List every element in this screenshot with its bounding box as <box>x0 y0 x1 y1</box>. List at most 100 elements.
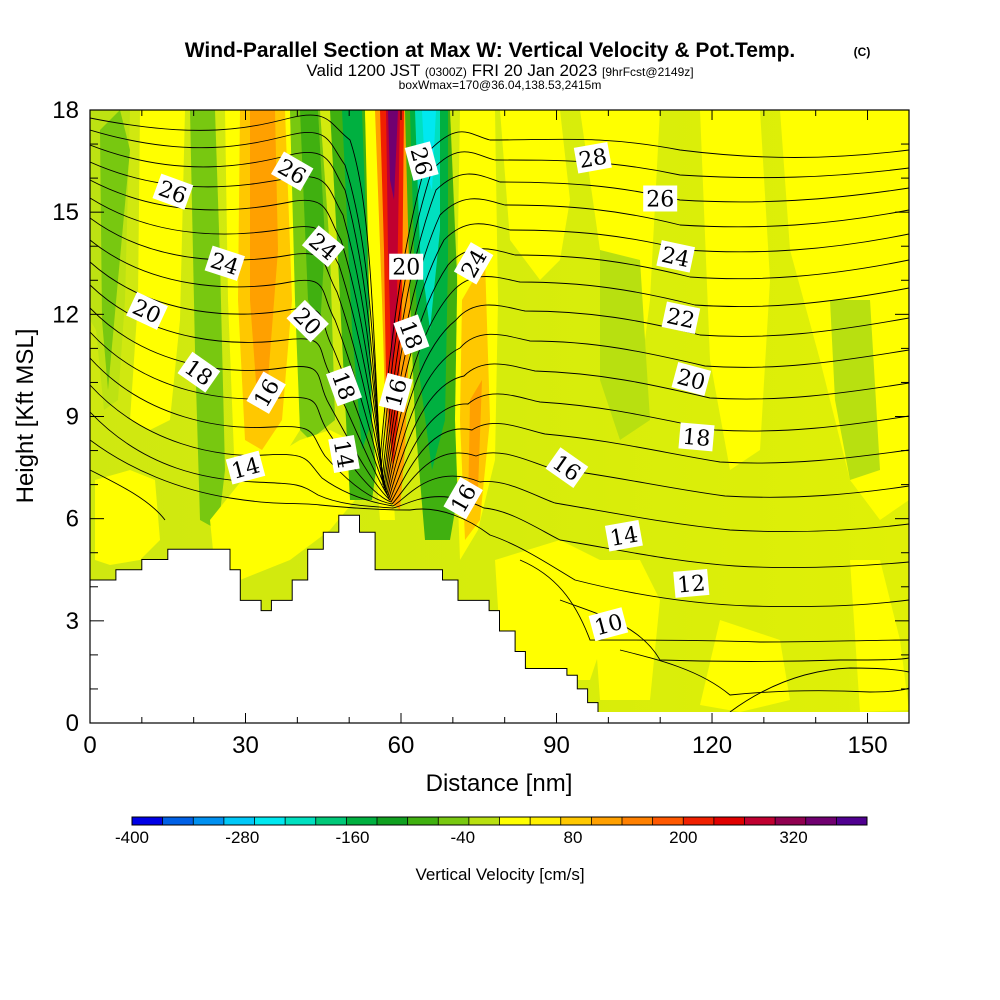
colorbar-swatch <box>438 817 470 825</box>
contour-label-box <box>453 242 494 285</box>
contour-label-box <box>661 301 701 334</box>
contour-label-box <box>286 299 329 343</box>
colorbar-swatch <box>285 817 317 825</box>
x-tick-label: 30 <box>232 732 259 759</box>
contour-label-box <box>325 365 363 407</box>
y-tick-label: 12 <box>52 301 79 328</box>
y-axis-label: Height [Kft MSL] <box>12 329 39 504</box>
contour-label: 18 <box>678 422 715 452</box>
velocity-band <box>250 110 278 410</box>
contour-label-box <box>443 476 483 520</box>
colorbar-swatch <box>132 817 164 825</box>
velocity-band <box>468 380 482 510</box>
contour-label: 28 <box>573 141 612 174</box>
colorbar-swatch <box>560 817 592 825</box>
contour-label-box <box>656 240 696 273</box>
contour-label: 16 <box>378 372 413 413</box>
contour-label-box <box>270 151 314 192</box>
contour-label-box <box>225 450 266 485</box>
y-axis: 0 3 6 9 12 15 18 <box>52 97 909 737</box>
velocity-band <box>210 430 355 580</box>
colorbar-swatch <box>591 817 623 825</box>
contour-label: 20 <box>671 362 712 396</box>
contour-label-box <box>126 291 168 330</box>
velocity-band <box>700 110 770 470</box>
contour-label: 18 <box>393 314 430 356</box>
contour-label: 12 <box>673 568 710 599</box>
copyright-mark: (C) <box>854 45 871 59</box>
y-tick-label: 18 <box>52 97 79 124</box>
colorbar-tick-label: -40 <box>451 828 476 847</box>
colorbar-tick-label: 200 <box>669 828 697 847</box>
colorbar-swatch <box>805 817 837 825</box>
velocity-band <box>600 250 650 440</box>
contour-label: 14 <box>328 435 360 473</box>
y-tick-label: 0 <box>66 710 79 737</box>
velocity-band <box>830 300 880 480</box>
chart-title: Wind-Parallel Section at Max W: Vertical… <box>185 39 796 62</box>
x-axis: 0 30 60 90 120 150 <box>83 110 888 759</box>
velocity-band <box>850 560 909 712</box>
x-axis-label: Distance [nm] <box>426 770 573 797</box>
valid-time: Valid 1200 JST (0300Z) FRI 20 Jan 2023 [… <box>306 61 693 80</box>
colorbar: -400 -280 -160 -40 80 200 320 <box>115 816 868 847</box>
contour-label: 10 <box>588 607 629 642</box>
contour-label-box <box>246 371 286 414</box>
valid-utc: (0300Z) <box>425 65 467 79</box>
colorbar-tick-label: -280 <box>225 828 259 847</box>
contour-label-box <box>545 447 589 488</box>
colorbar-swatch <box>836 817 868 825</box>
colorbar-swatch <box>683 817 715 825</box>
colorbar-swatch <box>223 817 256 825</box>
contour-label-box <box>673 568 710 598</box>
velocity-band <box>500 110 570 280</box>
contour-label-box <box>152 173 194 210</box>
terrain-base <box>90 712 909 723</box>
x-tick-label: 150 <box>848 732 888 759</box>
y-tick-label: 6 <box>66 506 79 533</box>
colorbar-swatch <box>713 817 746 825</box>
colorbar-swatch <box>315 817 347 825</box>
contour-label: 22 <box>661 301 701 334</box>
valid-date: FRI 20 Jan 2023 <box>472 61 598 80</box>
contour-label-box <box>643 185 678 212</box>
contour-label-box <box>328 435 360 473</box>
colorbar-swatch <box>530 817 562 825</box>
velocity-band <box>190 110 225 530</box>
contour-label-box <box>678 422 715 452</box>
contour-label-text: 18 <box>681 425 711 452</box>
velocity-band <box>386 110 400 380</box>
colorbar-swatch <box>468 817 501 825</box>
contour-label-box <box>378 372 413 413</box>
contour-label: 24 <box>656 240 696 273</box>
contour-label-text: 14 <box>328 438 357 470</box>
colorbar-swatch <box>254 817 286 825</box>
contour-label: 20 <box>389 253 424 281</box>
terrain <box>90 514 909 723</box>
velocity-band <box>495 540 610 680</box>
contour-label-text: 26 <box>646 188 674 213</box>
contour-label-box <box>389 253 424 280</box>
x-tick-label: 0 <box>83 732 96 759</box>
colorbar-swatch <box>775 817 807 825</box>
colorbar-tick-label: 320 <box>779 828 807 847</box>
contour-label-box <box>204 245 245 281</box>
x-tick-label: 90 <box>543 732 570 759</box>
contour-label-box <box>393 314 430 356</box>
contour-label: 14 <box>604 519 643 552</box>
contour-label-text: 22 <box>664 304 697 334</box>
contour-label-text: 14 <box>608 522 640 551</box>
colorbar-swatch <box>407 817 439 825</box>
colorbar-swatch <box>622 817 654 825</box>
plot-area: 2624201816142624201814262018162416282624… <box>90 110 909 723</box>
contour-label-box <box>671 362 712 396</box>
x-tick-label: 60 <box>388 732 415 759</box>
contour-label-box <box>177 351 221 393</box>
y-tick-label: 15 <box>52 199 79 226</box>
colorbar-label: Vertical Velocity [cm/s] <box>415 865 584 884</box>
contour-label-box <box>588 607 629 642</box>
y-tick-label: 3 <box>66 608 79 635</box>
velocity-band <box>388 110 398 200</box>
colorbar-swatch <box>744 817 776 825</box>
colorbar-swatch <box>652 817 684 825</box>
